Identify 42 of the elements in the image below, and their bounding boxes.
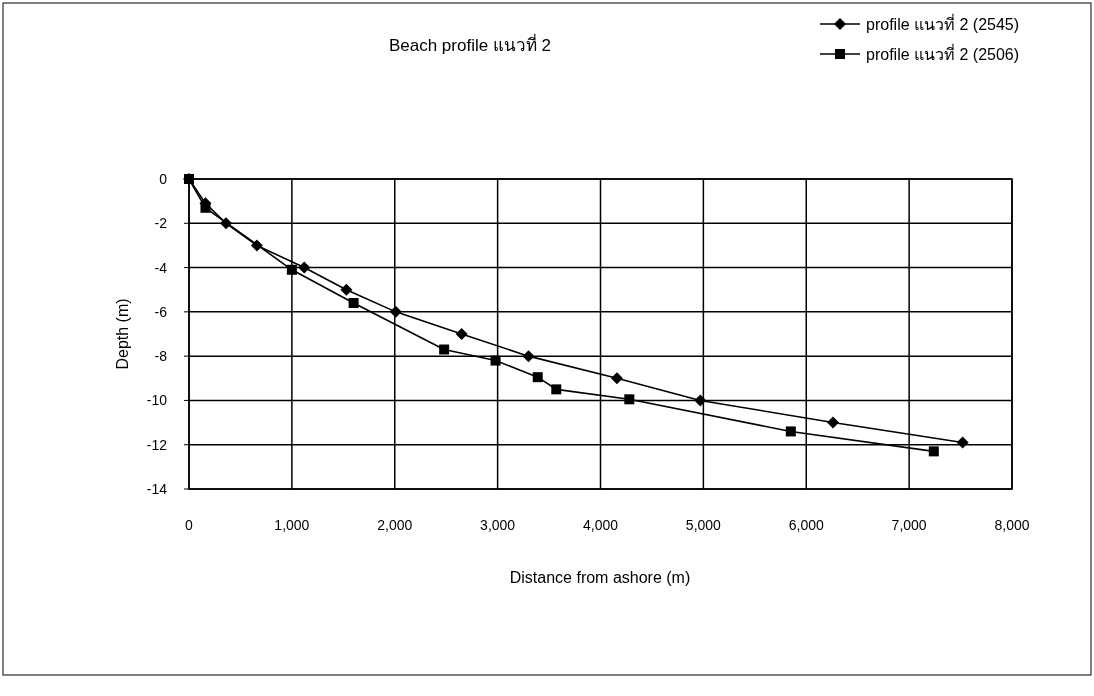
y-axis-title: Depth (m): [114, 298, 131, 370]
point: [439, 344, 450, 355]
y-tick-label: 0: [159, 171, 168, 187]
legend-label: profile แนวที่ 2 (2506): [866, 43, 1020, 63]
y-tick-label: -2: [154, 215, 168, 232]
point: [827, 416, 839, 429]
point: [184, 174, 194, 184]
point: [624, 394, 635, 405]
x-tick-label: 2,000: [377, 517, 413, 533]
x-tick-label: 4,000: [582, 517, 619, 533]
x-tick-label: 1,000: [274, 517, 310, 533]
point: [286, 264, 297, 275]
point: [389, 305, 402, 318]
legend-label: profile แนวที่ 2 (2545): [866, 13, 1020, 33]
point: [522, 350, 535, 363]
chart-title: Beach profile แนวที่ 2: [388, 33, 552, 55]
y-tick-label: -14: [146, 481, 168, 497]
x-tick-label: 7,000: [891, 517, 927, 533]
point: [551, 384, 562, 395]
y-tick-label: -6: [154, 303, 168, 320]
y-tick-label: -4: [154, 259, 168, 276]
x-tick-label: 0: [185, 517, 194, 533]
point: [455, 328, 468, 340]
point: [694, 394, 707, 407]
point: [956, 436, 969, 449]
point: [340, 283, 353, 296]
point: [610, 372, 623, 385]
point: [532, 372, 543, 383]
x-axis-title: Distance from ashore (m): [509, 569, 691, 586]
x-tick-label: 5,000: [685, 517, 722, 533]
point: [298, 261, 311, 274]
x-tick-label: 3,000: [480, 517, 516, 533]
y-tick-label: -12: [146, 436, 168, 453]
y-tick-label: -10: [146, 392, 168, 409]
x-tick-label: 6,000: [788, 517, 824, 533]
point: [490, 355, 501, 366]
point: [928, 446, 939, 457]
point: [200, 202, 211, 213]
point: [348, 298, 359, 308]
y-tick-label: -8: [154, 348, 168, 365]
x-tick-label: 8,000: [994, 517, 1030, 533]
point: [785, 426, 796, 437]
